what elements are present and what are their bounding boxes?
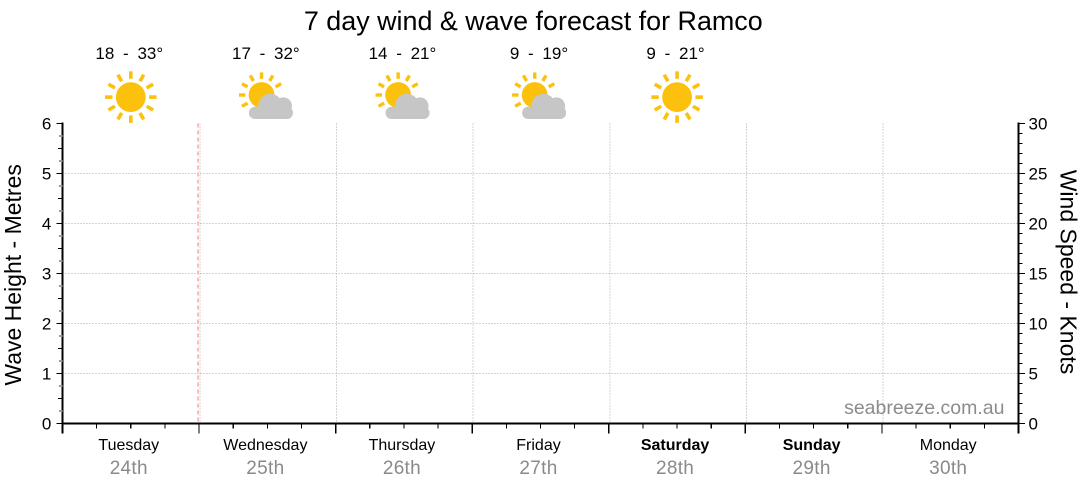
svg-text:Wave Height - Metres: Wave Height - Metres — [0, 164, 26, 386]
svg-text:5: 5 — [1029, 365, 1038, 384]
svg-text:26th: 26th — [383, 458, 421, 479]
svg-text:seabreeze.com.au: seabreeze.com.au — [844, 397, 1004, 419]
svg-text:15: 15 — [1029, 265, 1048, 284]
svg-text:9 - 21°: 9 - 21° — [646, 44, 704, 63]
svg-text:24th: 24th — [110, 458, 148, 479]
svg-text:9 - 19°: 9 - 19° — [510, 44, 568, 63]
svg-text:10: 10 — [1029, 315, 1048, 334]
svg-text:Tuesday: Tuesday — [98, 437, 159, 454]
svg-text:25th: 25th — [246, 458, 284, 479]
svg-text:1: 1 — [42, 365, 51, 384]
svg-text:30th: 30th — [929, 458, 967, 479]
svg-text:17 - 32°: 17 - 32° — [232, 44, 300, 63]
svg-text:Friday: Friday — [516, 437, 560, 454]
svg-text:4: 4 — [42, 215, 51, 234]
svg-text:30: 30 — [1029, 115, 1048, 134]
svg-text:0: 0 — [1029, 415, 1038, 434]
svg-text:29th: 29th — [793, 458, 831, 479]
svg-text:20: 20 — [1029, 215, 1048, 234]
svg-text:7 day wind & wave forecast for: 7 day wind & wave forecast for Ramco — [304, 6, 763, 36]
svg-text:2: 2 — [42, 315, 51, 334]
svg-text:6: 6 — [42, 115, 51, 134]
svg-text:Wind Speed - Knots: Wind Speed - Knots — [1055, 170, 1080, 375]
svg-text:27th: 27th — [519, 458, 557, 479]
svg-text:28th: 28th — [656, 458, 694, 479]
svg-text:5: 5 — [42, 165, 51, 184]
svg-text:25: 25 — [1029, 165, 1048, 184]
svg-text:0: 0 — [42, 415, 51, 434]
svg-text:Saturday: Saturday — [641, 437, 710, 454]
svg-text:Monday: Monday — [920, 437, 977, 454]
svg-text:Thursday: Thursday — [369, 437, 436, 454]
svg-text:Sunday: Sunday — [783, 437, 841, 454]
svg-text:Wednesday: Wednesday — [223, 437, 307, 454]
svg-text:3: 3 — [42, 265, 51, 284]
svg-text:14 - 21°: 14 - 21° — [369, 44, 437, 63]
svg-text:18 - 33°: 18 - 33° — [95, 44, 163, 63]
